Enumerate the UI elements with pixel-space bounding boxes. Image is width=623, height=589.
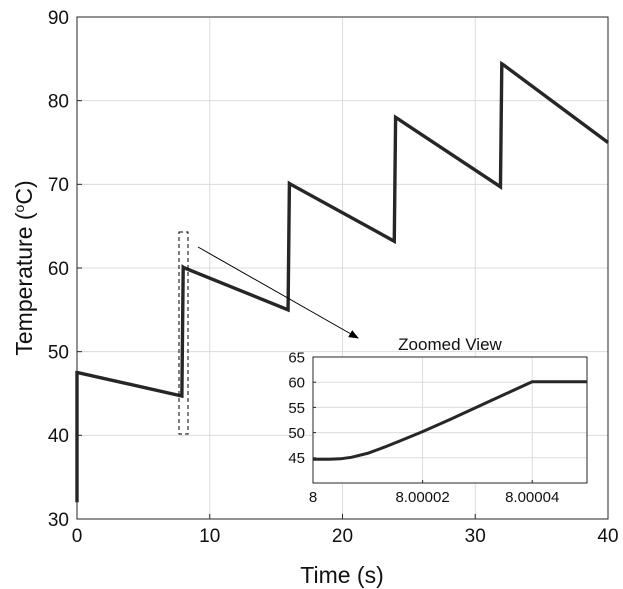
inset-series bbox=[313, 380, 587, 461]
inset-x-tick-label: 8.00004 bbox=[505, 489, 559, 506]
y-axis-title-main: Temperature ( bbox=[11, 212, 37, 356]
main-y-tick-label: 90 bbox=[48, 8, 69, 29]
main-series bbox=[75, 60, 610, 503]
inset-y-tick-label: 50 bbox=[288, 425, 305, 442]
main-temperature-line bbox=[75, 60, 610, 503]
inset-y-tick-label: 45 bbox=[288, 450, 305, 467]
y-axis-title-superscript: o bbox=[11, 204, 27, 212]
main-y-tick-label: 50 bbox=[48, 343, 69, 364]
inset-plot-frame bbox=[312, 356, 588, 484]
y-axis-title: Temperature (oC) bbox=[11, 180, 37, 355]
inset-axes: 8 8.00002 8.00004 45 50 55 60 65 Zoomed View bbox=[288, 335, 588, 506]
x-axis-title: Time (s) bbox=[300, 562, 383, 588]
inset-x-tick-label: 8.00002 bbox=[395, 489, 449, 506]
inset-ticks: 8 8.00002 8.00004 45 50 55 60 65 bbox=[288, 349, 559, 506]
main-y-tick-label: 60 bbox=[48, 259, 69, 280]
inset-y-tick-label: 60 bbox=[288, 375, 305, 392]
main-y-tick-label: 70 bbox=[48, 175, 69, 196]
main-x-tick-label: 20 bbox=[332, 526, 353, 547]
inset-x-tick-label: 8 bbox=[309, 489, 317, 506]
main-x-tick-label: 40 bbox=[597, 526, 618, 547]
main-y-tick-label: 40 bbox=[48, 426, 69, 447]
zoom-arrow bbox=[197, 246, 359, 339]
main-x-tick-label: 30 bbox=[465, 526, 486, 547]
inset-title: Zoomed View bbox=[398, 335, 502, 354]
main-x-tick-label: 0 bbox=[72, 526, 83, 547]
main-y-tick-label: 30 bbox=[48, 510, 69, 531]
y-axis-title-tail: C) bbox=[11, 180, 37, 204]
inset-y-tick-label: 55 bbox=[288, 400, 305, 417]
inset-y-tick-label: 65 bbox=[288, 349, 305, 366]
main-ticks: 0 10 20 30 40 30 40 50 60 70 80 90 bbox=[48, 8, 619, 547]
main-y-tick-label: 80 bbox=[48, 92, 69, 113]
inset-temperature-line bbox=[313, 380, 587, 461]
main-x-tick-label: 10 bbox=[199, 526, 220, 547]
